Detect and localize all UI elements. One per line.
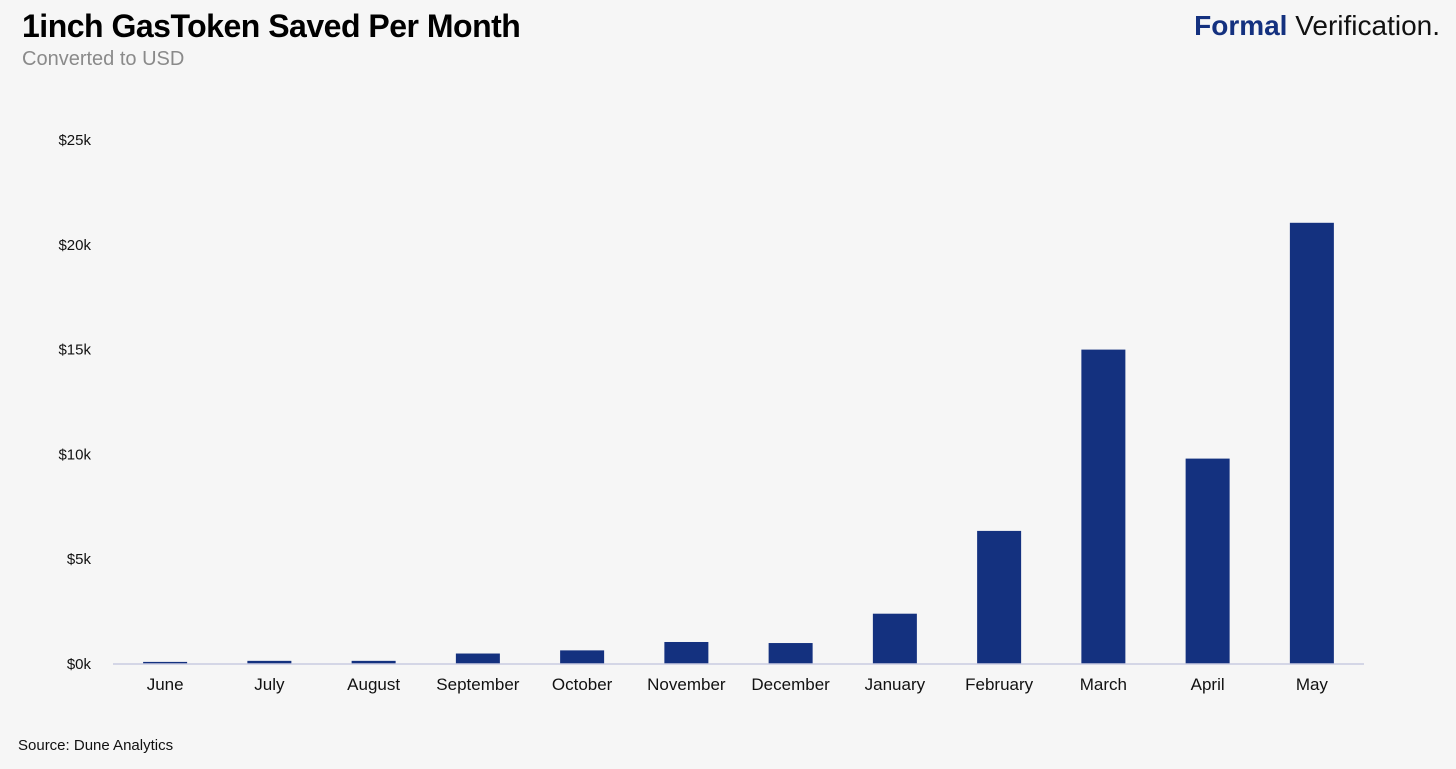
bar-january	[872, 613, 917, 664]
x-tick-label: December	[751, 675, 830, 694]
x-tick-label: October	[552, 675, 613, 694]
x-tick-label: August	[347, 675, 400, 694]
y-tick-label: $10k	[58, 446, 91, 463]
bar-september	[455, 653, 500, 664]
brand-logo-part2: Verification.	[1287, 10, 1440, 41]
chart-subtitle: Converted to USD	[22, 48, 185, 70]
bar-october	[560, 650, 605, 664]
y-tick-label: $25k	[58, 132, 91, 149]
x-tick-label: April	[1191, 675, 1225, 694]
bar-june	[143, 661, 188, 664]
x-tick-label: February	[965, 675, 1034, 694]
bar-december	[768, 643, 813, 664]
x-tick-label: May	[1296, 675, 1329, 694]
brand-logo-part1: Formal	[1194, 10, 1288, 41]
bar-february	[977, 530, 1022, 664]
x-tick-label: September	[436, 675, 519, 694]
x-tick-label: July	[254, 675, 285, 694]
bar-march	[1081, 349, 1126, 664]
y-tick-label: $15k	[58, 342, 91, 359]
bar-april	[1185, 458, 1230, 664]
y-tick-label: $5k	[67, 551, 92, 568]
bar-november	[664, 641, 709, 664]
bar-july	[247, 660, 292, 664]
x-tick-label: June	[147, 675, 184, 694]
x-tick-label: March	[1080, 675, 1127, 694]
x-tick-label: January	[865, 675, 926, 694]
chart-title: 1inch GasToken Saved Per Month	[22, 8, 521, 44]
y-tick-label: $20k	[58, 237, 91, 254]
source-note: Source: Dune Analytics	[18, 737, 174, 754]
bar-may	[1289, 222, 1334, 665]
bar-august	[351, 660, 396, 664]
x-tick-label: November	[647, 675, 726, 694]
bar-chart: $0k $5k $10k $15k $20k $25k June July August Sept…	[58, 132, 1364, 694]
y-tick-label: $0k	[67, 656, 92, 673]
brand-logo: Formal Verification.	[1194, 10, 1440, 42]
